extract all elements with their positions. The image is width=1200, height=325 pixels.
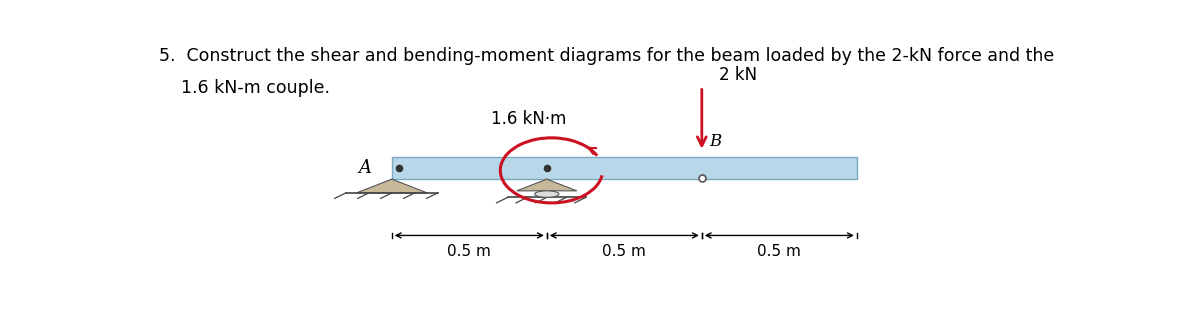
Text: 5.  Construct the shear and bending-moment diagrams for the beam loaded by the 2: 5. Construct the shear and bending-momen… bbox=[160, 46, 1055, 64]
Text: 0.5 m: 0.5 m bbox=[757, 244, 802, 259]
Bar bbox=[391, 157, 857, 179]
Text: 0.5 m: 0.5 m bbox=[602, 244, 647, 259]
Text: A: A bbox=[359, 159, 371, 177]
Text: 2 kN: 2 kN bbox=[719, 66, 757, 84]
Text: 0.5 m: 0.5 m bbox=[448, 244, 491, 259]
Polygon shape bbox=[517, 179, 577, 191]
Circle shape bbox=[535, 191, 559, 197]
Polygon shape bbox=[356, 179, 427, 193]
Text: B: B bbox=[709, 133, 721, 150]
Text: 1.6 kN-m couple.: 1.6 kN-m couple. bbox=[160, 79, 330, 97]
Text: 1.6 kN·m: 1.6 kN·m bbox=[491, 110, 566, 128]
